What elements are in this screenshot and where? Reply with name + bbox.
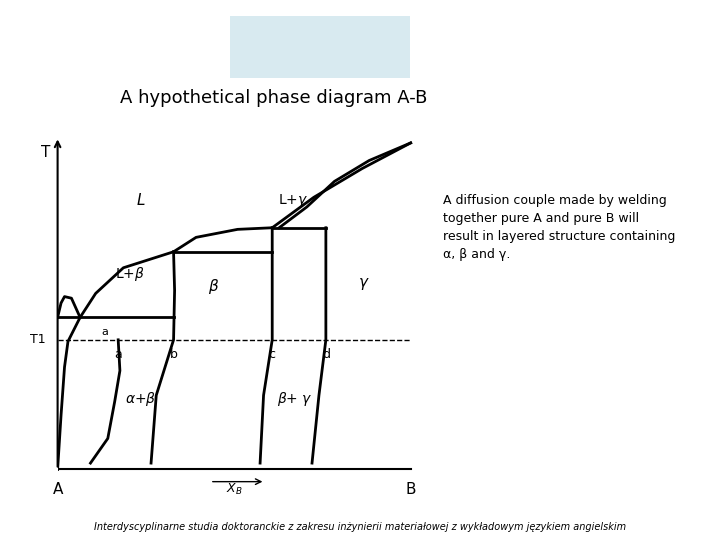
Text: a: a (114, 348, 122, 361)
Text: B: B (405, 482, 416, 497)
Text: a: a (101, 327, 108, 337)
Text: $\alpha$+$\beta$: $\alpha$+$\beta$ (125, 390, 156, 408)
Text: b: b (170, 348, 178, 361)
Text: $\beta$+ $\gamma$: $\beta$+ $\gamma$ (277, 390, 312, 408)
Text: c: c (269, 348, 276, 361)
Text: d: d (322, 348, 330, 361)
Text: T: T (41, 145, 50, 160)
Text: L+$\gamma$: L+$\gamma$ (278, 192, 308, 209)
Text: A: A (53, 482, 63, 497)
Text: Interdyscyplinarne studia doktoranckie z zakresu inżynierii materiałowej z wykła: Interdyscyplinarne studia doktoranckie z… (94, 522, 626, 532)
Text: $\gamma$: $\gamma$ (358, 276, 370, 292)
Text: L: L (136, 193, 145, 208)
Text: $X_B$: $X_B$ (226, 482, 243, 497)
Text: L+$\beta$: L+$\beta$ (115, 265, 145, 283)
Text: A hypothetical phase diagram A-B: A hypothetical phase diagram A-B (120, 89, 427, 107)
Text: $\beta$: $\beta$ (208, 278, 219, 296)
Text: T1: T1 (30, 333, 45, 346)
Text: A diffusion couple made by welding
together pure A and pure B will
result in lay: A diffusion couple made by welding toget… (443, 194, 675, 261)
